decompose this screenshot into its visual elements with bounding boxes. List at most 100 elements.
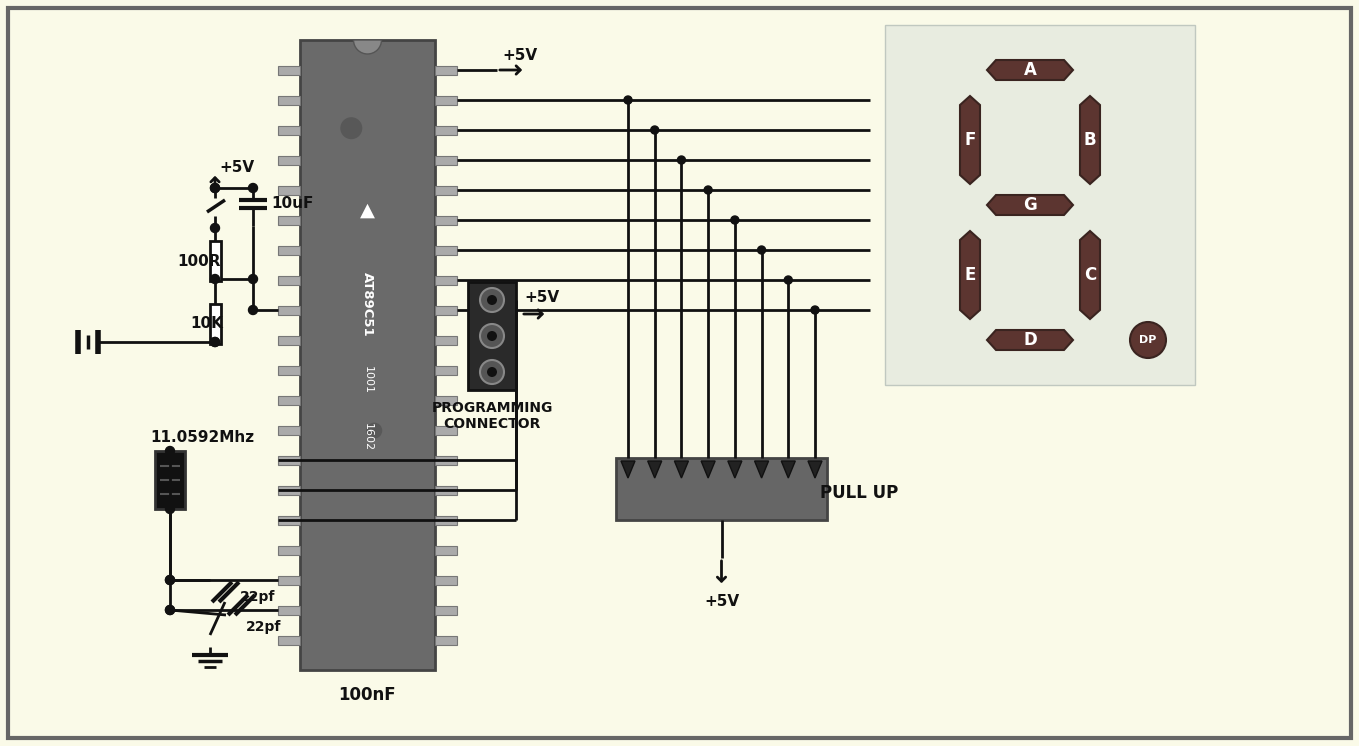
Bar — [209, 241, 220, 281]
Bar — [435, 155, 457, 165]
Text: B: B — [1083, 131, 1097, 149]
Bar — [435, 486, 457, 495]
Bar — [279, 366, 300, 374]
Polygon shape — [621, 461, 635, 478]
Bar — [279, 545, 300, 554]
Polygon shape — [987, 330, 1074, 350]
Bar — [279, 125, 300, 134]
Bar — [435, 575, 457, 585]
Text: 100nF: 100nF — [338, 686, 397, 704]
Circle shape — [704, 186, 712, 194]
Wedge shape — [353, 40, 382, 54]
Text: F: F — [965, 131, 976, 149]
Circle shape — [366, 422, 382, 439]
Text: 22pf: 22pf — [241, 590, 276, 604]
Circle shape — [480, 324, 504, 348]
Text: 1001: 1001 — [363, 366, 372, 394]
Text: 1602: 1602 — [363, 423, 372, 451]
Circle shape — [166, 575, 174, 585]
Bar — [435, 515, 457, 524]
Circle shape — [211, 184, 220, 192]
Circle shape — [166, 575, 174, 585]
Bar — [279, 606, 300, 615]
Bar — [279, 66, 300, 75]
Polygon shape — [987, 60, 1074, 80]
Circle shape — [757, 246, 765, 254]
Polygon shape — [728, 461, 742, 478]
Bar — [885, 25, 1195, 385]
Polygon shape — [674, 461, 689, 478]
Text: A: A — [1023, 61, 1037, 79]
Circle shape — [166, 606, 174, 615]
Circle shape — [211, 275, 220, 283]
Text: +5V: +5V — [704, 595, 739, 609]
Circle shape — [784, 276, 792, 284]
Text: C: C — [1084, 266, 1097, 284]
Circle shape — [811, 306, 819, 314]
Bar — [300, 40, 435, 670]
Bar — [467, 282, 516, 390]
Polygon shape — [1080, 96, 1099, 184]
Bar — [435, 275, 457, 284]
Text: ▲: ▲ — [360, 201, 375, 219]
Bar — [279, 306, 300, 315]
Text: 100R: 100R — [177, 254, 220, 269]
Polygon shape — [754, 461, 769, 478]
Bar — [155, 451, 185, 509]
Circle shape — [166, 504, 174, 513]
Circle shape — [487, 367, 497, 377]
Circle shape — [249, 184, 257, 192]
Text: D: D — [1023, 331, 1037, 349]
Circle shape — [1129, 322, 1166, 358]
Circle shape — [211, 224, 220, 233]
Circle shape — [731, 216, 739, 224]
Bar — [616, 458, 828, 520]
Circle shape — [211, 337, 220, 346]
Polygon shape — [781, 461, 795, 478]
Bar — [279, 395, 300, 404]
Bar — [279, 95, 300, 104]
Bar — [279, 155, 300, 165]
Text: AT89C51: AT89C51 — [361, 272, 374, 337]
Circle shape — [487, 331, 497, 341]
Bar — [279, 336, 300, 345]
Bar — [279, 216, 300, 225]
Text: 11.0592Mhz: 11.0592Mhz — [149, 430, 254, 445]
Text: 22pf: 22pf — [246, 620, 281, 634]
Bar — [279, 245, 300, 254]
Text: PROGRAMMING: PROGRAMMING — [431, 401, 553, 415]
Text: CONNECTOR: CONNECTOR — [443, 417, 541, 431]
Circle shape — [624, 96, 632, 104]
Bar — [279, 456, 300, 465]
Bar — [435, 456, 457, 465]
Bar — [435, 336, 457, 345]
Bar — [435, 125, 457, 134]
Circle shape — [211, 184, 220, 192]
Circle shape — [677, 156, 685, 164]
Text: +5V: +5V — [525, 290, 559, 305]
Bar — [279, 186, 300, 195]
Bar — [209, 304, 220, 344]
Text: E: E — [965, 266, 976, 284]
Polygon shape — [809, 461, 822, 478]
Bar — [435, 366, 457, 374]
Circle shape — [480, 360, 504, 384]
Text: DP: DP — [1139, 335, 1157, 345]
Bar — [279, 486, 300, 495]
Text: +5V: +5V — [501, 48, 537, 63]
Bar — [279, 425, 300, 434]
Bar — [435, 186, 457, 195]
Bar — [435, 425, 457, 434]
Circle shape — [340, 117, 363, 140]
Circle shape — [651, 126, 659, 134]
Circle shape — [480, 288, 504, 312]
Polygon shape — [959, 96, 980, 184]
Bar — [435, 395, 457, 404]
Text: PULL UP: PULL UP — [819, 484, 898, 502]
Bar — [435, 216, 457, 225]
Bar — [279, 575, 300, 585]
Circle shape — [166, 447, 174, 456]
Polygon shape — [987, 195, 1074, 215]
Circle shape — [249, 275, 257, 283]
Bar — [435, 95, 457, 104]
